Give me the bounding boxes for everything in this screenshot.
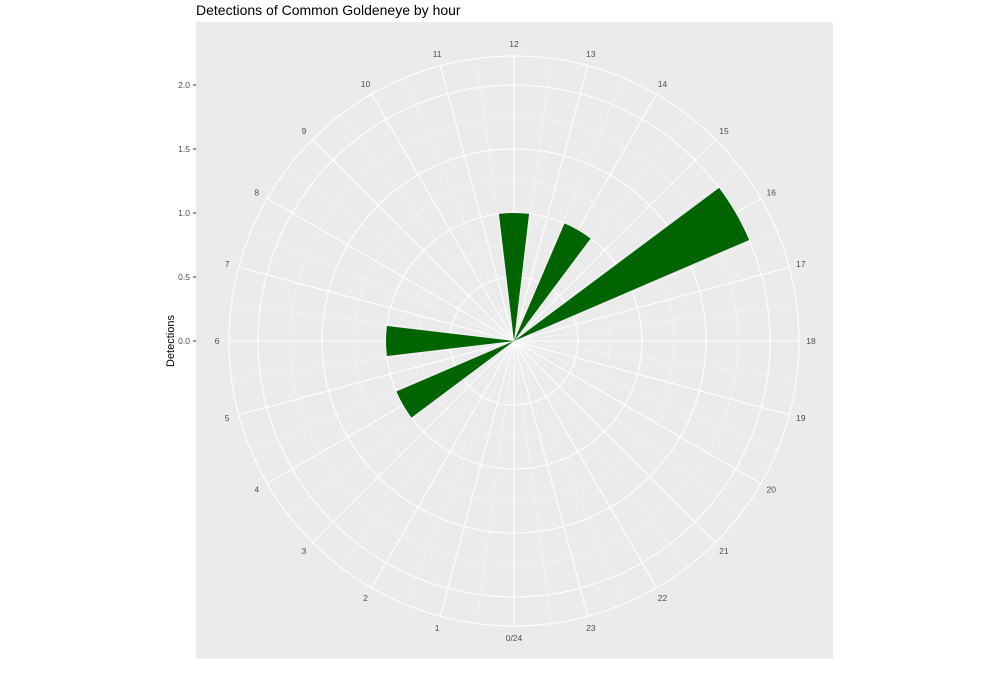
hour-label: 3 bbox=[302, 546, 307, 556]
hour-label: 11 bbox=[433, 49, 442, 59]
minor-grid-spoke bbox=[513, 58, 552, 342]
major-grid-spoke bbox=[439, 65, 515, 342]
minor-grid-spoke bbox=[513, 340, 741, 515]
hour-label: 10 bbox=[361, 79, 371, 89]
bar-hour-12 bbox=[498, 212, 530, 341]
grid bbox=[228, 55, 800, 627]
y-tick-label: 0.5 bbox=[178, 272, 190, 282]
hour-label: 4 bbox=[254, 485, 259, 495]
minor-grid-spoke bbox=[513, 340, 552, 624]
hour-label: 7 bbox=[225, 259, 230, 269]
major-grid-spoke bbox=[238, 266, 515, 342]
hour-label: 6 bbox=[215, 336, 220, 346]
major-grid-spoke bbox=[238, 340, 515, 416]
y-tick-label: 0.0 bbox=[178, 336, 190, 346]
major-grid-spoke bbox=[513, 139, 716, 342]
major-grid-spoke bbox=[266, 198, 515, 342]
major-grid-spoke bbox=[513, 65, 589, 342]
major-grid-spoke bbox=[312, 139, 515, 342]
y-axis: 0.0 0.5 1.0 1.5 2.0 bbox=[178, 80, 196, 346]
major-grid-spoke bbox=[312, 340, 515, 543]
minor-grid-spoke bbox=[513, 340, 797, 379]
hour-label: 9 bbox=[302, 126, 307, 136]
minor-grid-spoke bbox=[250, 340, 515, 451]
hour-label: 23 bbox=[586, 623, 596, 633]
minor-grid-spoke bbox=[476, 340, 515, 624]
minor-grid-spoke bbox=[513, 77, 624, 342]
major-grid-spoke bbox=[371, 340, 515, 589]
hour-label: 12 bbox=[509, 39, 519, 49]
minor-grid-spoke bbox=[476, 58, 515, 342]
y-axis-title: Detections bbox=[165, 315, 177, 367]
major-grid-spoke bbox=[513, 266, 790, 342]
hour-label: 21 bbox=[719, 546, 729, 556]
hour-label: 2 bbox=[363, 593, 368, 603]
major-grid-spoke bbox=[371, 93, 515, 342]
bars bbox=[386, 187, 750, 418]
y-tick-label: 2.0 bbox=[178, 80, 190, 90]
y-tick-label: 1.5 bbox=[178, 144, 190, 154]
hour-label: 19 bbox=[796, 413, 806, 423]
minor-grid-spoke bbox=[513, 114, 688, 342]
minor-grid-spoke bbox=[287, 340, 515, 515]
minor-grid-spoke bbox=[340, 114, 515, 342]
hour-label: 13 bbox=[586, 49, 596, 59]
major-grid-spoke bbox=[439, 340, 515, 617]
major-grid-spoke bbox=[513, 340, 790, 416]
hour-label: 20 bbox=[766, 485, 776, 495]
hour-label: 14 bbox=[658, 79, 668, 89]
hour-label: 18 bbox=[806, 336, 816, 346]
minor-grid-spoke bbox=[287, 167, 515, 342]
chart-title: Detections of Common Goldeneye by hour bbox=[196, 2, 461, 18]
minor-grid-spoke bbox=[231, 340, 515, 379]
hour-label: 0/24 bbox=[506, 633, 523, 643]
minor-grid-spoke bbox=[340, 340, 515, 568]
hour-label: 17 bbox=[796, 259, 806, 269]
hour-labels: 0/24123456789101112131415161718192021222… bbox=[215, 39, 816, 643]
minor-grid-spoke bbox=[250, 231, 515, 342]
bar-hour-6 bbox=[386, 325, 514, 357]
minor-grid-spoke bbox=[513, 231, 778, 342]
minor-grid-spoke bbox=[231, 303, 515, 342]
hour-label: 15 bbox=[719, 126, 729, 136]
bar-hour-14 bbox=[514, 223, 591, 341]
hour-label: 16 bbox=[766, 188, 776, 198]
minor-grid-spoke bbox=[513, 303, 797, 342]
major-grid-spoke bbox=[513, 340, 657, 589]
minor-grid-spoke bbox=[513, 340, 688, 568]
major-grid-spoke bbox=[513, 340, 589, 617]
hour-label: 22 bbox=[658, 593, 668, 603]
hour-label: 8 bbox=[254, 188, 259, 198]
minor-grid-spoke bbox=[513, 167, 741, 342]
major-grid-spoke bbox=[513, 340, 762, 484]
hour-label: 5 bbox=[225, 413, 230, 423]
hour-label: 1 bbox=[435, 623, 440, 633]
major-grid-spoke bbox=[513, 340, 716, 543]
minor-grid-spoke bbox=[404, 340, 515, 605]
minor-grid-spoke bbox=[513, 340, 624, 605]
bar-hour-4 bbox=[396, 341, 514, 418]
y-tick-label: 1.0 bbox=[178, 208, 190, 218]
minor-grid-spoke bbox=[404, 77, 515, 342]
minor-grid-spoke bbox=[513, 340, 778, 451]
bar-hour-16 bbox=[514, 187, 750, 341]
